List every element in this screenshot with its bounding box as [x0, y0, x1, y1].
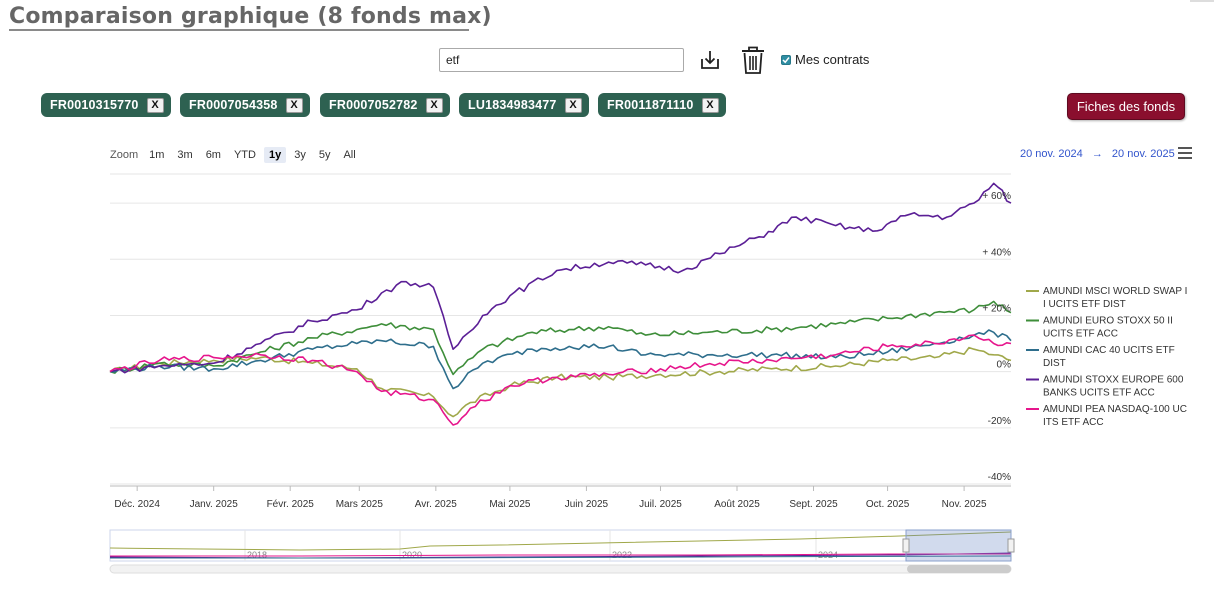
legend-entry: AMUNDI PEA NASDAQ-100 UC ITS ETF ACC: [1043, 404, 1187, 428]
arrow-right-icon: →: [1091, 148, 1103, 160]
x-tick-label: Juin 2025: [565, 499, 609, 510]
corner-divider: [1190, 0, 1214, 2]
series-line: [109, 300, 1012, 376]
scrollbar-thumb: [907, 565, 1011, 573]
fund-chip-code: FR0007054358: [189, 98, 278, 112]
series-line: [109, 329, 1012, 390]
fund-chip-code: LU1834983477: [468, 98, 557, 112]
y-tick-label: -40%: [988, 472, 1011, 483]
y-tick-label: 0%: [997, 360, 1012, 371]
x-tick-label: Août 2025: [714, 499, 760, 510]
chip-remove-button[interactable]: X: [285, 97, 303, 113]
x-tick-label: Déc. 2024: [114, 499, 160, 510]
fiches-des-fonds-button[interactable]: Fiches des fonds: [1067, 93, 1185, 120]
series-line: [109, 182, 1012, 374]
y-tick-label: + 20%: [982, 303, 1011, 314]
chip-remove-button[interactable]: X: [146, 97, 164, 113]
zoom-selector: Zoom 1m 3m 6m YTD 1y 3y 5y All: [110, 147, 364, 163]
zoom-3y-button[interactable]: 3y: [294, 149, 306, 161]
zoom-1y-button[interactable]: 1y: [263, 147, 287, 163]
search-input[interactable]: [439, 48, 684, 72]
date-range: 20 nov. 2024 → 20 nov. 2025: [1017, 148, 1178, 160]
date-range-to[interactable]: 20 nov. 2025: [1111, 148, 1175, 160]
zoom-6m-button[interactable]: 6m: [205, 149, 221, 161]
chip-remove-button[interactable]: X: [425, 97, 443, 113]
y-tick-label: + 40%: [982, 247, 1011, 258]
zoom-label: Zoom: [110, 149, 139, 161]
series-line: [109, 334, 1012, 426]
zoom-5y-button[interactable]: 5y: [318, 149, 331, 161]
zoom-ytd-button[interactable]: YTD: [233, 149, 256, 161]
fund-chip-code: FR0011871110: [607, 98, 694, 112]
chart-menu-icon[interactable]: [1178, 147, 1192, 159]
navigator-year-label: 2018: [247, 550, 267, 560]
navigator-left-handle: [902, 538, 910, 553]
y-tick-label: -20%: [988, 416, 1011, 427]
legend-entry: AMUNDI EURO STOXX 50 II UCITS ETF ACC: [1043, 316, 1176, 340]
navigator-series-line: [110, 553, 1011, 557]
x-tick-label: Mai 2025: [489, 499, 531, 510]
fund-chip: FR0007052782 X: [320, 93, 450, 117]
fund-chip: FR0010315770 X: [41, 93, 171, 117]
navigator-series-line: [110, 555, 1012, 559]
page-title: Comparaison graphique (8 fonds max): [9, 4, 492, 29]
x-tick-label: Avr. 2025: [415, 499, 458, 510]
fund-chip: FR0007054358 X: [180, 93, 310, 117]
x-tick-label: Févr. 2025: [267, 499, 315, 510]
fund-chip-code: FR0007052782: [329, 98, 418, 112]
legend-entry: AMUNDI CAC 40 UCITS ETF DIST: [1043, 345, 1177, 369]
navigator-selection: [905, 529, 1012, 562]
zoom-3m-button[interactable]: 3m: [177, 149, 193, 161]
mes-contrats-checkbox[interactable]: Mes contrats: [781, 52, 869, 67]
fund-chip: LU1834983477 X: [459, 93, 589, 117]
x-tick-label: Juil. 2025: [639, 499, 682, 510]
zoom-1m-button[interactable]: 1m: [149, 149, 165, 161]
scrollbar-track: [109, 564, 1012, 574]
x-tick-label: Sept. 2025: [789, 499, 838, 510]
series-line: [109, 346, 1012, 418]
legend-entry: AMUNDI STOXX EUROPE 600 BANKS UCITS ETF …: [1043, 375, 1186, 399]
date-range-from[interactable]: 20 nov. 2024: [1020, 148, 1083, 160]
checkbox-check-icon[interactable]: [781, 54, 791, 65]
mes-contrats-label: Mes contrats: [795, 52, 870, 67]
x-tick-label: Nov. 2025: [942, 499, 987, 510]
x-tick-label: Janv. 2025: [190, 499, 239, 510]
navigator-series-line: [109, 531, 1012, 551]
y-tick-label: + 60%: [982, 191, 1011, 202]
download-icon[interactable]: [697, 47, 723, 73]
fund-chip-code: FR0010315770: [50, 98, 139, 112]
fund-chip: FR0011871110 X: [598, 93, 726, 117]
x-tick-label: Mars 2025: [336, 499, 384, 510]
navigator-right-handle: [1007, 538, 1015, 553]
trash-icon[interactable]: [740, 45, 766, 75]
chip-remove-button[interactable]: X: [701, 97, 719, 113]
x-tick-label: Oct. 2025: [866, 499, 910, 510]
chip-remove-button[interactable]: X: [564, 97, 582, 113]
zoom-all-button[interactable]: All: [343, 149, 356, 161]
title-underline: [9, 29, 469, 31]
